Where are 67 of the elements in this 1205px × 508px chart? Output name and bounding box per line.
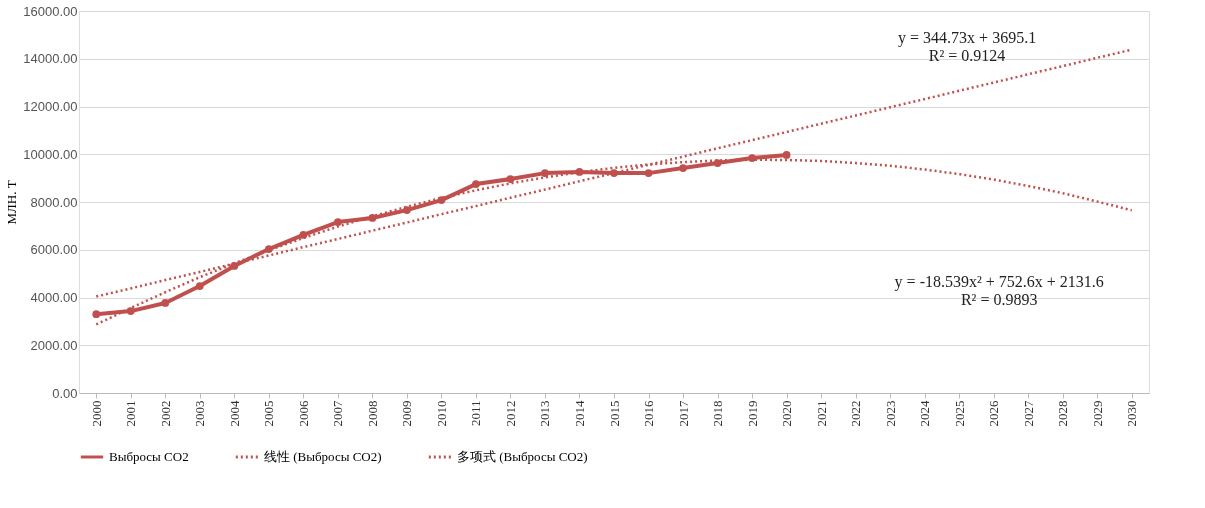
x-tick-label: 2024 (917, 400, 933, 427)
point (782, 151, 791, 159)
point (195, 282, 204, 290)
x-tick-label: 2006 (295, 400, 311, 427)
x-tick-label: 2013 (537, 400, 553, 427)
point (161, 299, 170, 307)
x-tick-label: 2026 (986, 400, 1002, 427)
y-axis-title: МЛН. Т (4, 180, 20, 225)
point (92, 310, 101, 319)
point (575, 168, 584, 176)
point (334, 218, 342, 226)
x-tick-label: 2028 (1055, 400, 1071, 427)
point (506, 175, 515, 183)
point (748, 154, 756, 162)
x-tick-label: 2019 (744, 400, 760, 427)
x-tick-label: 2021 (813, 400, 829, 427)
point (437, 196, 446, 204)
x-tick-label: 2012 (502, 400, 518, 427)
x-tick-label: 2014 (571, 400, 587, 427)
y-tick-label: 2000.00 (30, 337, 78, 353)
point (230, 262, 239, 270)
annotation: y = 344.73x + 3695.1 R² = 0.9124 (898, 28, 1037, 64)
y-tick-label: 6000.00 (30, 242, 78, 258)
x-tick-label: 2027 (1020, 400, 1036, 427)
x-tick-label: 2003 (192, 400, 208, 427)
x-tick-label: 2009 (399, 400, 415, 427)
x-tick-label: 2001 (123, 400, 139, 427)
x-tick-label: 2022 (848, 400, 864, 427)
point (126, 307, 135, 315)
x-tick-label: 2000 (88, 400, 104, 427)
point (403, 206, 411, 214)
x-tick-label: 2002 (157, 400, 173, 427)
y-tick-label: 16000.00 (23, 3, 78, 19)
y-tick-label: 10000.00 (23, 146, 78, 162)
point (472, 180, 480, 188)
y-tick-label: 14000.00 (23, 51, 78, 67)
legend-label: 多项式 (Выбросы CO2) (457, 449, 588, 464)
legend-label: 线性 (Выбросы CO2) (264, 449, 382, 464)
point (679, 164, 687, 172)
x-tick-label: 2010 (433, 400, 449, 427)
x-tick-label: 2025 (951, 400, 967, 427)
x-tick-label: 2005 (261, 400, 277, 427)
point (541, 169, 549, 177)
x-tick-label: 2018 (710, 400, 726, 427)
legend-label: Выбросы CO2 (109, 449, 189, 464)
x-tick-label: 2016 (641, 400, 657, 427)
x-tick-label: 2020 (779, 400, 795, 427)
point (368, 214, 377, 222)
point (644, 169, 653, 177)
y-tick-label: 4000.00 (30, 290, 78, 305)
point (610, 169, 618, 177)
point (264, 245, 273, 253)
x-tick-label: 2023 (882, 400, 898, 427)
y-tick-label: 0.00 (52, 385, 78, 401)
x-tick-label: 2029 (1089, 400, 1105, 427)
x-tick-label: 2004 (226, 400, 242, 427)
point (299, 231, 308, 239)
x-tick-label: 2030 (1124, 400, 1140, 427)
x-tick-label: 2017 (675, 400, 691, 427)
point (713, 159, 722, 167)
x-tick-label: 2007 (330, 400, 346, 427)
x-tick-label: 2011 (468, 400, 484, 427)
x-tick-label: 2008 (364, 400, 380, 427)
y-tick-label: 12000.00 (23, 99, 78, 114)
annotation: y = -18.539x² + 752.6x + 2131.6 R² = 0.9893 (894, 273, 1104, 309)
y-tick-label: 8000.00 (30, 194, 78, 210)
x-tick-label: 2015 (606, 400, 622, 427)
